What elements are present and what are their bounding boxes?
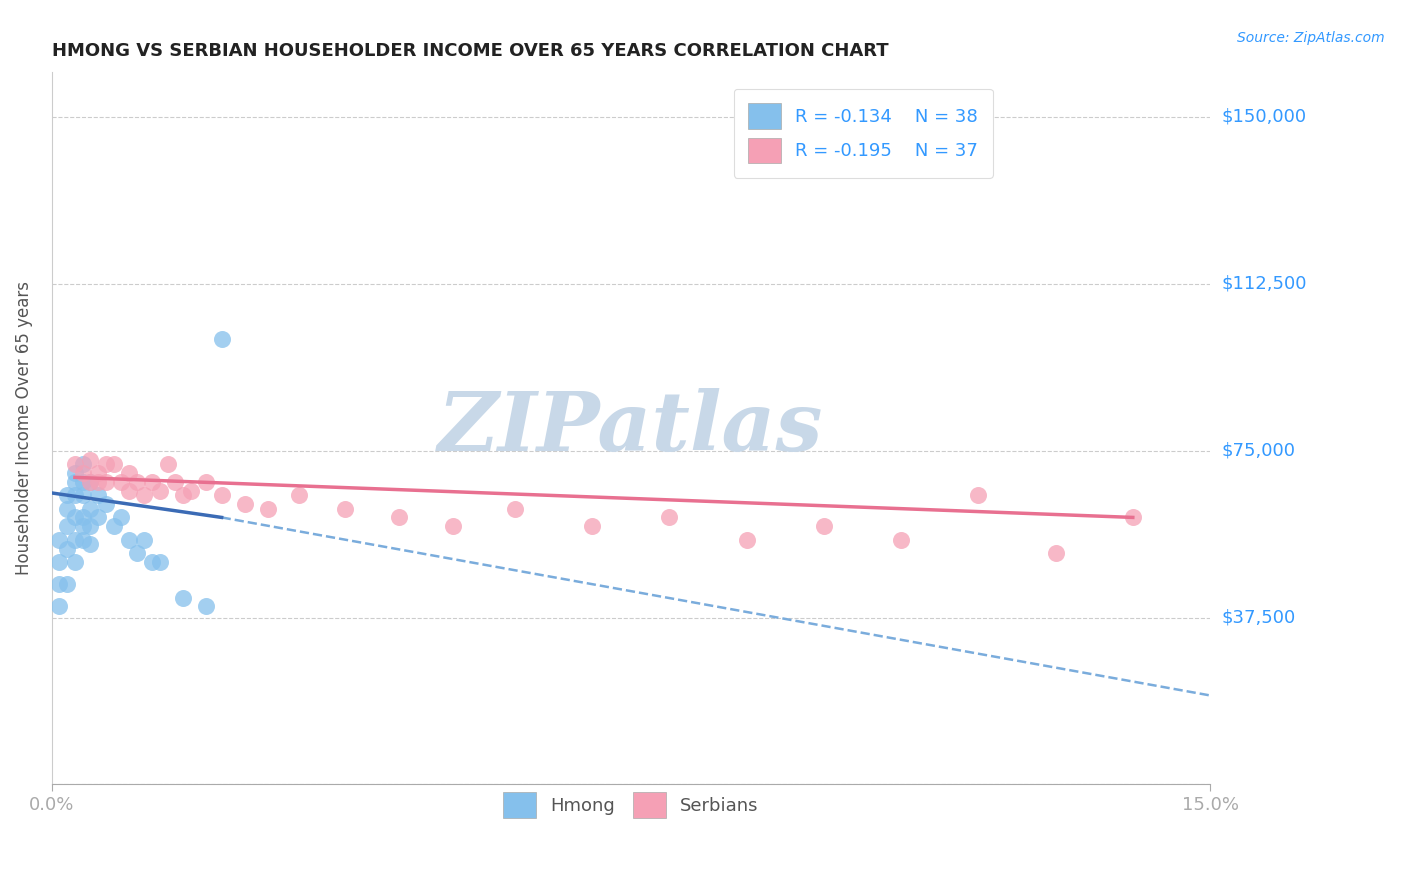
Point — [211, 333, 233, 347]
Point — [63, 533, 86, 547]
Point — [94, 497, 117, 511]
Point — [118, 483, 141, 498]
Point — [195, 599, 218, 614]
Point — [63, 510, 86, 524]
Point — [48, 599, 70, 614]
Point — [195, 475, 218, 489]
Point — [581, 519, 603, 533]
Point — [63, 475, 86, 489]
Point — [141, 475, 163, 489]
Point — [48, 577, 70, 591]
Point — [79, 501, 101, 516]
Point — [72, 510, 94, 524]
Point — [890, 533, 912, 547]
Point — [172, 488, 194, 502]
Point — [149, 555, 172, 569]
Point — [172, 591, 194, 605]
Point — [125, 546, 148, 560]
Point — [257, 501, 280, 516]
Point — [110, 475, 132, 489]
Point — [72, 457, 94, 471]
Point — [335, 501, 357, 516]
Point — [48, 533, 70, 547]
Point — [87, 466, 110, 480]
Point — [87, 488, 110, 502]
Point — [110, 510, 132, 524]
Point — [156, 457, 179, 471]
Point — [813, 519, 835, 533]
Point — [79, 537, 101, 551]
Text: ZIPatlas: ZIPatlas — [439, 388, 824, 468]
Point — [94, 475, 117, 489]
Point — [72, 519, 94, 533]
Point — [56, 541, 79, 556]
Point — [388, 510, 411, 524]
Point — [79, 452, 101, 467]
Point — [87, 475, 110, 489]
Point — [56, 501, 79, 516]
Point — [87, 510, 110, 524]
Point — [63, 488, 86, 502]
Point — [141, 555, 163, 569]
Point — [658, 510, 681, 524]
Point — [63, 555, 86, 569]
Point — [56, 488, 79, 502]
Point — [233, 497, 256, 511]
Point — [118, 533, 141, 547]
Text: $150,000: $150,000 — [1222, 108, 1306, 126]
Point — [180, 483, 202, 498]
Point — [103, 457, 125, 471]
Point — [56, 519, 79, 533]
Y-axis label: Householder Income Over 65 years: Householder Income Over 65 years — [15, 282, 32, 575]
Text: $112,500: $112,500 — [1222, 275, 1306, 293]
Point — [103, 519, 125, 533]
Point — [48, 555, 70, 569]
Point — [56, 577, 79, 591]
Point — [134, 533, 156, 547]
Text: Source: ZipAtlas.com: Source: ZipAtlas.com — [1237, 31, 1385, 45]
Point — [63, 457, 86, 471]
Point — [967, 488, 990, 502]
Text: $75,000: $75,000 — [1222, 442, 1295, 459]
Text: HMONG VS SERBIAN HOUSEHOLDER INCOME OVER 65 YEARS CORRELATION CHART: HMONG VS SERBIAN HOUSEHOLDER INCOME OVER… — [52, 42, 889, 60]
Point — [503, 501, 526, 516]
Point — [149, 483, 172, 498]
Point — [735, 533, 758, 547]
Text: $37,500: $37,500 — [1222, 608, 1295, 626]
Legend: Hmong, Serbians: Hmong, Serbians — [496, 785, 766, 825]
Point — [72, 466, 94, 480]
Point — [125, 475, 148, 489]
Point — [441, 519, 464, 533]
Point — [118, 466, 141, 480]
Point — [79, 475, 101, 489]
Point — [165, 475, 187, 489]
Point — [288, 488, 311, 502]
Point — [94, 457, 117, 471]
Point — [1045, 546, 1067, 560]
Point — [79, 475, 101, 489]
Point — [72, 475, 94, 489]
Point — [63, 466, 86, 480]
Point — [72, 533, 94, 547]
Point — [79, 519, 101, 533]
Point — [211, 488, 233, 502]
Point — [72, 488, 94, 502]
Point — [134, 488, 156, 502]
Point — [1122, 510, 1144, 524]
